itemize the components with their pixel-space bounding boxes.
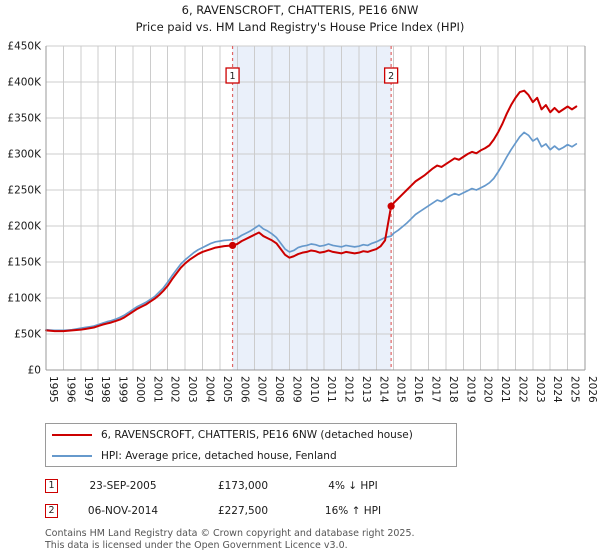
legend-item-price-paid: 6, RAVENSCROFT, CHATTERIS, PE16 6NW (det…: [46, 424, 456, 445]
chart-title-block: 6, RAVENSCROFT, CHATTERIS, PE16 6NW Pric…: [0, 2, 600, 36]
footer-line-copyright: Contains HM Land Registry data © Crown c…: [45, 528, 415, 539]
table-row[interactable]: 1 23-SEP-2005 £173,000 4% ↓ HPI: [45, 473, 457, 498]
x-tick-label: 2000: [134, 376, 146, 403]
x-tick-label: 1999: [117, 376, 129, 403]
event-badge-2[interactable]: [383, 67, 399, 84]
legend-label-price-paid: 6, RAVENSCROFT, CHATTERIS, PE16 6NW (det…: [101, 428, 413, 441]
x-tick-label: 1998: [99, 376, 111, 403]
footer-line-licence: This data is licensed under the Open Gov…: [45, 539, 348, 551]
y-tick-label: £50K: [14, 329, 42, 341]
series-line-hpi: [45, 131, 578, 332]
txn-badge-1: 1: [45, 478, 58, 493]
y-tick-label: £100K: [7, 293, 42, 305]
legend-swatch-hpi: [52, 454, 92, 457]
x-tick-label: 2001: [151, 376, 163, 403]
x-tick-label: 2021: [499, 376, 511, 403]
txn-badge-2: 2: [45, 503, 58, 518]
event-badge-1[interactable]: [225, 67, 240, 84]
txn-date-1: 23-SEP-2005: [89, 479, 157, 492]
x-tick-label: 2006: [238, 376, 250, 403]
table-row[interactable]: 2 06-NOV-2014 £227,500 16% ↑ HPI: [45, 498, 457, 523]
x-tick-label: 2005: [221, 376, 233, 403]
y-tick-label: £200K: [7, 221, 42, 233]
legend-label-hpi: HPI: Average price, detached house, Fenl…: [101, 449, 337, 462]
x-tick-label: 2004: [203, 376, 215, 403]
y-tick-label: £150K: [7, 257, 42, 269]
series-lines-layer: [45, 89, 578, 333]
x-tick-label: 1996: [64, 376, 76, 403]
x-tick-label: 2002: [169, 376, 181, 403]
chart-legend: 6, RAVENSCROFT, CHATTERIS, PE16 6NW (det…: [45, 423, 457, 467]
x-tick-label: 1997: [82, 376, 94, 403]
y-tick-label: £300K: [7, 149, 42, 161]
x-tick-label: 2007: [256, 376, 268, 403]
attribution-footer: Contains HM Land Registry data © Crown c…: [45, 528, 585, 551]
x-axis-tick-labels: 1995 1996 1997 1998 1999 2000 2001 2002 2003 2004…: [47, 376, 598, 403]
event-badge-label-2: 2: [388, 71, 394, 82]
x-tick-label: 2013: [360, 376, 372, 403]
x-tick-label: 2011: [325, 376, 337, 403]
x-tick-label: 2015: [395, 376, 407, 403]
txn-price-1: £173,000: [217, 479, 269, 492]
event-dot-2[interactable]: [387, 202, 395, 210]
x-tick-label: 2010: [308, 376, 320, 403]
highlight-band-layer: [232, 46, 392, 370]
highlight-band: [232, 46, 392, 370]
page-subtitle: Price paid vs. HM Land Registry's House …: [135, 20, 465, 34]
page-title: 6, RAVENSCROFT, CHATTERIS, PE16 6NW: [181, 3, 419, 17]
txn-price-2: £227,500: [217, 504, 269, 517]
txn-date-2: 06-NOV-2014: [87, 504, 159, 517]
y-tick-label: £350K: [7, 113, 42, 125]
x-tick-label: 2016: [412, 376, 424, 403]
x-tick-label: 2003: [186, 376, 198, 403]
x-tick-label: 2008: [273, 376, 285, 403]
x-tick-label: 2019: [464, 376, 476, 403]
x-tick-label: 2020: [482, 376, 494, 403]
transactions-table: 1 23-SEP-2005 £173,000 4% ↓ HPI 2 06-NOV…: [45, 473, 457, 523]
legend-item-hpi: HPI: Average price, detached house, Fenl…: [46, 445, 456, 466]
x-tick-label: 2012: [343, 376, 355, 403]
x-tick-label: 2018: [447, 376, 459, 403]
x-tick-label: 2023: [534, 376, 546, 403]
series-line-price-paid: [45, 89, 578, 333]
x-tick-label: 1995: [47, 376, 59, 403]
legend-swatch-price-paid: [52, 433, 92, 436]
x-tick-label: 2022: [516, 376, 528, 403]
x-tick-label: 2025: [569, 376, 581, 403]
event-dot-1[interactable]: [228, 241, 237, 250]
y-tick-label: £450K: [7, 41, 42, 53]
x-tick-label: 2009: [290, 376, 302, 403]
axis-layer: [45, 46, 586, 371]
y-tick-label: £0: [28, 365, 41, 377]
y-tick-label: £250K: [7, 185, 42, 197]
x-tick-label: 2017: [430, 376, 442, 403]
y-axis-tick-labels: £0 £50K £100K £150K £200K £250K £300K £350K £400…: [7, 41, 42, 377]
y-tick-label: £400K: [7, 77, 42, 89]
txn-delta-2: 16% ↑ HPI: [324, 504, 382, 517]
x-tick-label: 2026: [586, 376, 598, 403]
x-tick-label: 2014: [377, 376, 389, 403]
event-badge-label-1: 1: [230, 71, 236, 82]
txn-delta-1: 4% ↓ HPI: [328, 479, 378, 492]
x-tick-label: 2024: [551, 376, 563, 403]
